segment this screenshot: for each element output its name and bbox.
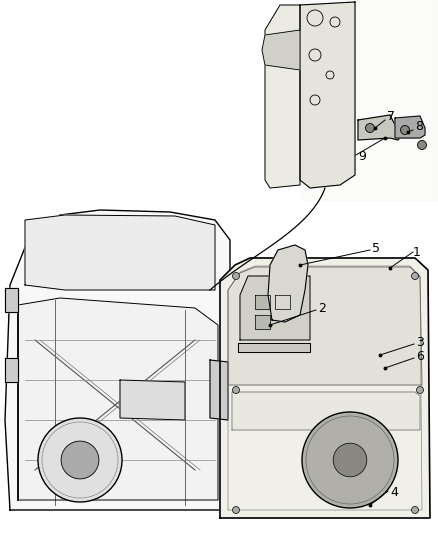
Circle shape [411, 272, 418, 279]
Polygon shape [120, 380, 185, 420]
Circle shape [38, 418, 122, 502]
Text: 6: 6 [416, 350, 424, 362]
Text: 9: 9 [358, 150, 366, 164]
Polygon shape [220, 258, 430, 518]
Polygon shape [275, 295, 290, 309]
Polygon shape [238, 343, 310, 352]
Polygon shape [358, 115, 405, 140]
Polygon shape [210, 360, 228, 420]
Polygon shape [25, 215, 215, 290]
Polygon shape [18, 298, 218, 500]
Polygon shape [300, 0, 438, 200]
Circle shape [417, 141, 427, 149]
Polygon shape [395, 116, 425, 138]
Polygon shape [232, 392, 420, 430]
Circle shape [233, 506, 240, 513]
Polygon shape [300, 2, 355, 188]
Text: 4: 4 [390, 487, 398, 499]
Polygon shape [268, 245, 308, 322]
Polygon shape [5, 358, 18, 382]
Text: 2: 2 [318, 302, 326, 314]
Circle shape [233, 386, 240, 393]
Circle shape [302, 412, 398, 508]
Polygon shape [240, 276, 310, 340]
Text: 5: 5 [372, 241, 380, 254]
Polygon shape [5, 288, 18, 312]
Circle shape [411, 506, 418, 513]
Polygon shape [255, 315, 270, 329]
Polygon shape [255, 295, 270, 309]
Text: 8: 8 [415, 120, 423, 133]
Circle shape [400, 125, 410, 134]
Circle shape [365, 124, 374, 133]
Text: 1: 1 [413, 246, 421, 259]
Circle shape [233, 272, 240, 279]
Polygon shape [5, 210, 230, 510]
Circle shape [417, 386, 424, 393]
Text: 3: 3 [416, 335, 424, 349]
Polygon shape [262, 30, 300, 70]
Polygon shape [265, 5, 300, 188]
Circle shape [61, 441, 99, 479]
Circle shape [333, 443, 367, 477]
Text: 7: 7 [387, 110, 395, 124]
Polygon shape [228, 267, 422, 385]
